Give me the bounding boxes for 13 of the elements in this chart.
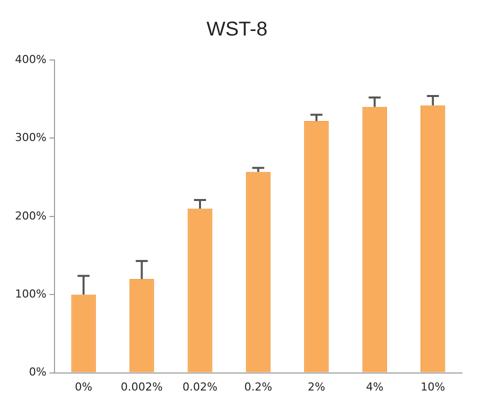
- x-tick-label: 10%: [420, 380, 446, 394]
- y-tick-label: 400%: [14, 52, 46, 66]
- x-tick-label: 0.002%: [120, 380, 163, 394]
- chart-title: WST-8: [206, 18, 268, 41]
- x-tick-label: 2%: [308, 380, 326, 394]
- x-tick-label: 0%: [74, 380, 92, 394]
- y-tick-label: 300%: [14, 131, 46, 144]
- y-tick-label: 100%: [14, 287, 46, 300]
- x-tick-label: 0.2%: [244, 380, 272, 394]
- y-tick-label: 0%: [28, 366, 46, 379]
- x-tick-label: 0.02%: [182, 380, 218, 394]
- y-tick-label: 200%: [14, 209, 46, 222]
- x-tick-label: 4%: [366, 380, 384, 394]
